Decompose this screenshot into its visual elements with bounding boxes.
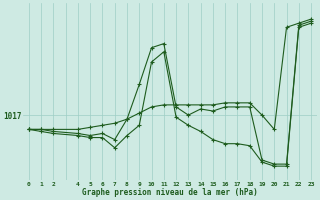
X-axis label: Graphe pression niveau de la mer (hPa): Graphe pression niveau de la mer (hPa) <box>82 188 258 197</box>
